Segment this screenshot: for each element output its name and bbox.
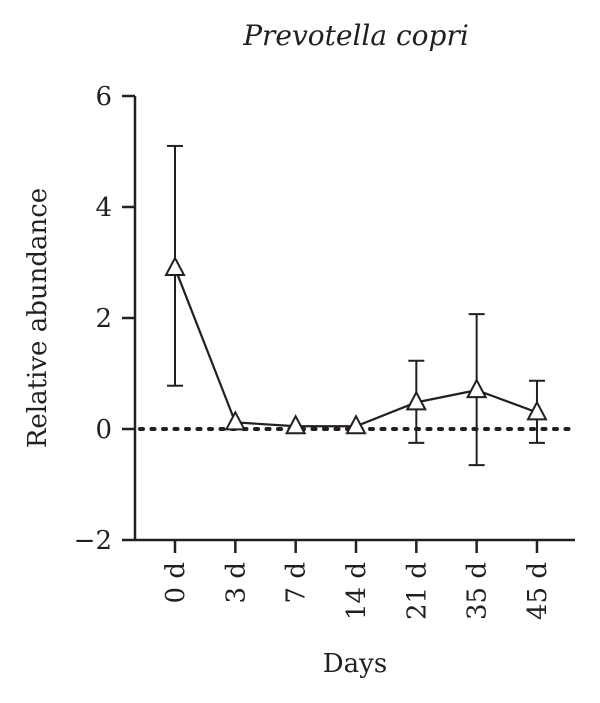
series-line [173,267,538,428]
x-ticks: 0 d 3 d 7 d 14 d 21 d 35 d 45 d [161,540,553,620]
x-tick-label: 3 d [221,562,251,603]
x-tick-label: 35 d [463,562,493,620]
data-point [224,410,246,431]
data-point [345,414,367,435]
data-point [164,255,186,277]
data-point [405,390,427,411]
y-tick-label: 6 [95,82,112,112]
series-prevotella-copri [164,144,548,467]
x-tick-label: 7 d [282,562,312,603]
x-tick-label: 45 d [523,562,553,620]
data-point [465,378,488,399]
y-axis-label: Relative abundance [23,188,53,448]
x-tick-label: 0 d [161,562,191,603]
y-tick-label: 2 [95,304,112,334]
data-point [526,400,548,421]
chart-title: Prevotella copri [242,19,469,52]
data-point [284,414,307,435]
x-tick-label: 14 d [342,562,372,620]
x-axis-label: Days [323,649,387,679]
y-tick-label: 0 [95,415,112,445]
x-tick-label: 21 d [402,562,432,620]
y-tick-label: −2 [74,526,112,556]
y-tick-label: 4 [95,193,112,223]
y-ticks: −2 0 2 4 6 [74,82,135,556]
